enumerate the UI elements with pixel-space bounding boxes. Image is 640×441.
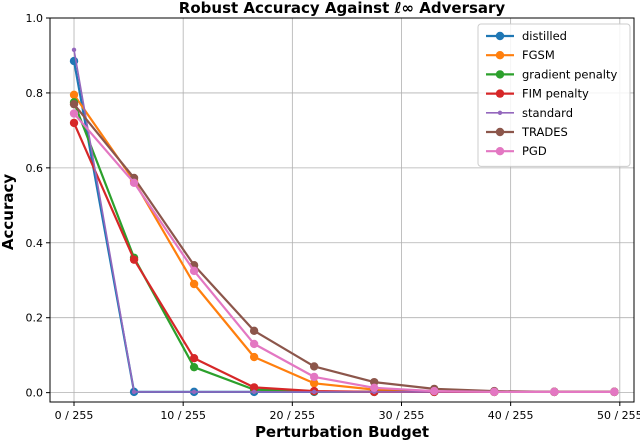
data-point-standard [191, 389, 197, 395]
legend-label: gradient penalty [522, 67, 618, 81]
data-point-pgd [69, 109, 79, 118]
x-axis-title: Perturbation Budget [255, 423, 429, 441]
y-tick-label: 0.6 [26, 162, 44, 175]
data-point-pgd [370, 383, 379, 392]
legend-label: distilled [522, 29, 567, 43]
legend-label: TRADES [521, 125, 568, 139]
data-point-fim-penalty [129, 255, 139, 264]
series-pgd [69, 109, 619, 397]
legend-label: FGSM [522, 48, 555, 62]
x-tick-label: 40 / 255 [488, 409, 534, 422]
legend-swatch-marker [495, 70, 505, 79]
legend: distilled FGSM gradient penalty FIM penalty… [477, 23, 631, 167]
legend-item-standard: standard [486, 106, 573, 120]
x-tick-label: 0 / 255 [55, 409, 94, 422]
data-point-trades [309, 362, 319, 371]
series-layer [69, 47, 619, 397]
legend-swatch-marker [495, 51, 505, 60]
data-point-fim-penalty [69, 118, 79, 128]
y-tick-label: 0.2 [26, 312, 44, 325]
data-point-fgsm [69, 90, 79, 100]
legend-label: standard [522, 106, 573, 120]
x-tick-label: 30 / 255 [379, 409, 425, 422]
data-point-pgd [490, 387, 499, 397]
data-point-standard [311, 389, 317, 395]
data-point-fim-penalty [249, 383, 259, 392]
data-point-pgd [610, 387, 619, 397]
legend-swatch-marker [497, 110, 503, 116]
data-point-fgsm [309, 379, 319, 388]
x-axis: 0 / 255 10 / 255 20 / 255 30 / 255 40 / 255 5… [55, 402, 640, 422]
legend-item-gradient-penalty: gradient penalty [486, 67, 618, 81]
y-tick-label: 0.8 [26, 87, 44, 100]
y-axis-title: Accuracy [0, 174, 17, 250]
y-axis: 0.0 0.2 0.4 0.6 0.8 1.0 [26, 12, 50, 400]
data-point-fgsm [189, 279, 199, 289]
data-point-pgd [550, 387, 559, 397]
legend-label: PGD [522, 144, 547, 158]
data-point-pgd [430, 386, 439, 396]
y-tick-label: 0.0 [26, 387, 44, 400]
data-point-fgsm [249, 352, 259, 362]
y-tick-label: 0.4 [26, 237, 44, 250]
data-point-trades [249, 326, 259, 336]
x-tick-label: 10 / 255 [160, 409, 206, 422]
series-line-pgd [73, 112, 615, 393]
legend-item-fgsm: FGSM [486, 48, 555, 62]
data-point-trades [69, 99, 79, 109]
legend-item-distilled: distilled [486, 29, 567, 43]
legend-swatch-marker [495, 127, 505, 137]
x-tick-label: 50 / 255 [597, 409, 640, 422]
plot-frame [49, 17, 635, 403]
legend-label: FIM penalty [522, 87, 589, 101]
data-point-pgd [189, 266, 199, 276]
data-point-standard [71, 47, 77, 53]
y-tick-label: 1.0 [26, 12, 44, 25]
chart-title: Robust Accuracy Against ℓ∞ Adversary [179, 0, 506, 17]
data-point-fim-penalty [189, 353, 199, 363]
legend-swatch-marker [495, 89, 505, 98]
data-point-pgd [249, 339, 259, 349]
legend-swatch-marker [495, 31, 505, 41]
legend-item-pgd: PGD [486, 144, 547, 158]
legend-swatch-marker [495, 147, 505, 156]
x-tick-label: 20 / 255 [269, 409, 315, 422]
legend-item-trades: TRADES [486, 125, 568, 139]
data-point-pgd [309, 372, 319, 382]
legend-item-fim-penalty: FIM penalty [486, 87, 589, 101]
data-point-gradient-penalty [189, 362, 199, 372]
data-point-standard [131, 389, 137, 395]
data-point-pgd [129, 178, 139, 188]
data-point-standard [251, 389, 257, 395]
legend-box [477, 23, 631, 167]
